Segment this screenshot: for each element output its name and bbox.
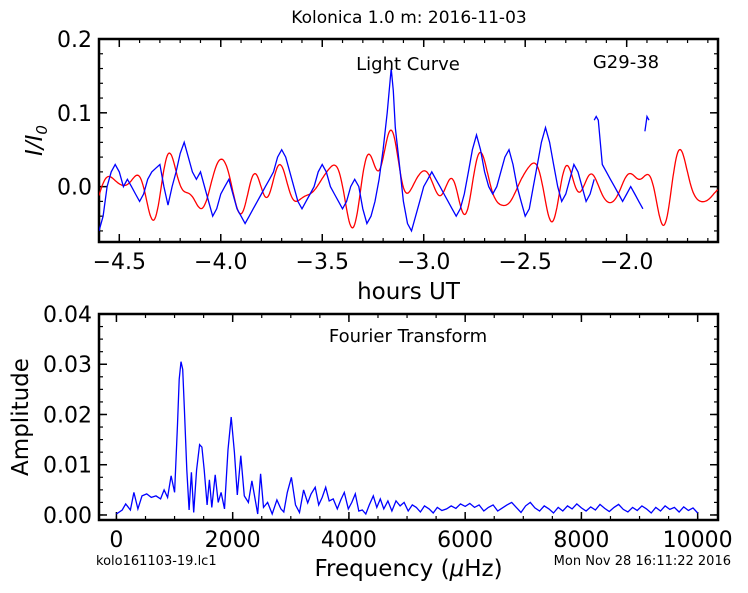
lc-xtick-label: −4.0 xyxy=(194,250,247,275)
ft-ytick-label: 0.02 xyxy=(43,403,92,428)
footer-timestamp: Mon Nov 28 16:11:22 2016 xyxy=(553,554,731,569)
ft-title: Fourier Transform xyxy=(329,326,487,347)
lc-xtick-label: −4.5 xyxy=(93,250,146,275)
lc-xtick-label: −3.0 xyxy=(397,250,450,275)
ft-xtick-label: 6000 xyxy=(437,528,493,553)
figure-title: Kolonica 1.0 m: 2016-11-03 xyxy=(291,8,527,28)
ft-ytick-label: 0.03 xyxy=(43,353,92,378)
ft-frame xyxy=(97,312,720,522)
lc-ytick-label: 0.1 xyxy=(57,102,92,127)
ft-xtick-label: 4000 xyxy=(321,528,377,553)
fourier-transform-panel: 0 2000 4000 6000 8000 10000 0.00 0.01 0.02 0.03 0.… xyxy=(8,303,733,582)
ft-ytick-label: 0.00 xyxy=(43,504,92,529)
lc-data-line xyxy=(593,115,644,210)
lc-ytick-label: 0.2 xyxy=(57,28,92,53)
ft-ytick-label: 0.04 xyxy=(43,303,92,328)
ft-amplitude-line xyxy=(116,361,699,516)
ft-xtick-label: 0 xyxy=(109,528,123,553)
light-curve-panel: −4.5 −4.0 −3.5 −3.0 −2.5 −2.0 0.0 0.1 0.2 Light C… xyxy=(22,28,720,305)
lc-ylabel: I/I0 xyxy=(22,125,51,156)
ft-ylabel: Amplitude xyxy=(8,358,34,476)
lc-title: Light Curve xyxy=(356,54,460,75)
footer-filename: kolo161103-19.lc1 xyxy=(96,554,217,569)
ft-ytick-label: 0.01 xyxy=(43,454,92,479)
lc-frame xyxy=(97,37,720,244)
lc-xtick-label: −3.5 xyxy=(296,250,349,275)
lc-ytick-label: 0.0 xyxy=(57,176,92,201)
lc-data-line xyxy=(644,114,650,132)
lc-xtick-label: −2.0 xyxy=(600,250,653,275)
lc-object-label: G29-38 xyxy=(593,52,659,73)
lc-model-line xyxy=(99,129,718,229)
ft-xtick-label: 10000 xyxy=(663,528,733,553)
lc-data-line xyxy=(99,68,595,233)
ft-xtick-label: 8000 xyxy=(553,528,609,553)
lc-xlabel: hours UT xyxy=(357,279,461,305)
lc-xtick-label: −2.5 xyxy=(498,250,551,275)
ft-xlabel: Frequency (μHz) xyxy=(314,556,502,582)
ft-xtick-label: 2000 xyxy=(205,528,261,553)
